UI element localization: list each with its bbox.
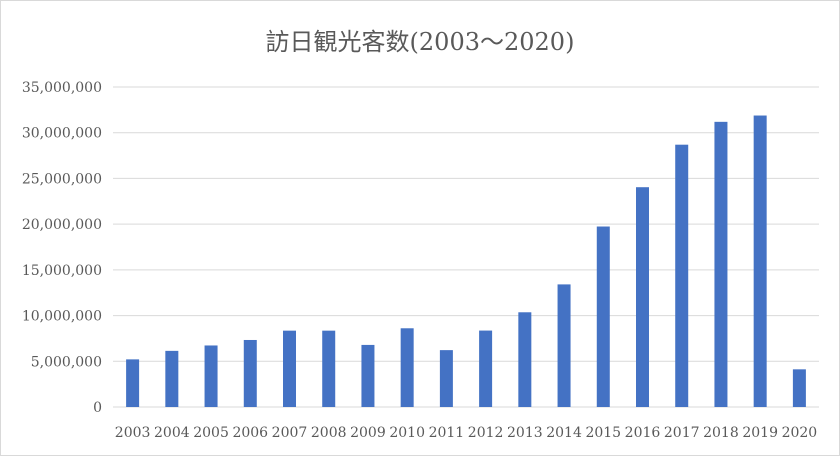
y-tick-label: 35,000,000 <box>22 80 102 96</box>
x-tick-label: 2019 <box>742 425 778 441</box>
bar-2009 <box>361 344 375 407</box>
x-tick-label: 2005 <box>193 425 229 441</box>
x-tick-label: 2007 <box>272 425 308 441</box>
bar-2017 <box>675 144 689 408</box>
bar-2005 <box>204 345 218 407</box>
x-tick-label: 2013 <box>507 425 543 441</box>
x-tick-label: 2011 <box>429 425 465 441</box>
bar-2012 <box>479 330 493 407</box>
bar-2007 <box>283 330 296 407</box>
bar-2013 <box>518 312 532 407</box>
bar-2003 <box>126 359 140 407</box>
x-tick-label: 2014 <box>546 425 582 441</box>
x-tick-label: 2012 <box>468 425 504 441</box>
bar-2006 <box>243 339 257 407</box>
bar-2011 <box>439 350 453 407</box>
x-tick-label: 2006 <box>232 425 268 441</box>
y-tick-label: 15,000,000 <box>22 263 102 279</box>
y-tick-label: 25,000,000 <box>22 171 102 187</box>
y-tick-label: 20,000,000 <box>22 217 102 233</box>
bars <box>126 115 806 408</box>
x-tick-label: 2010 <box>389 425 425 441</box>
bar-2008 <box>322 330 336 407</box>
x-tick-label: 2015 <box>585 425 621 441</box>
x-tick-label: 2018 <box>703 425 739 441</box>
chart-title: 訪日観光客数(2003～2020) <box>265 28 575 56</box>
gridlines <box>113 86 819 408</box>
bar-2015 <box>596 226 610 407</box>
y-tick-label: 0 <box>93 400 102 416</box>
bar-2020 <box>792 369 806 407</box>
x-tick-label: 2020 <box>782 425 818 441</box>
x-tick-label: 2009 <box>350 425 386 441</box>
axis-labels: 0 5,000,000 10,000,000 15,000,000 20,000,000… <box>22 80 817 441</box>
bar-2004 <box>165 350 179 407</box>
y-tick-label: 10,000,000 <box>22 309 102 325</box>
x-tick-label: 2008 <box>311 425 347 441</box>
bar-2010 <box>400 328 414 407</box>
x-tick-label: 2017 <box>664 425 700 441</box>
bar-2016 <box>636 187 649 407</box>
y-tick-label: 30,000,000 <box>22 126 102 142</box>
x-tick-label: 2016 <box>625 425 661 441</box>
bar-2014 <box>557 284 571 407</box>
bar-2019 <box>753 115 767 408</box>
bar-2018 <box>714 121 728 407</box>
x-tick-label: 2003 <box>115 425 151 441</box>
y-tick-label: 5,000,000 <box>31 354 102 370</box>
x-tick-label: 2004 <box>154 425 190 441</box>
